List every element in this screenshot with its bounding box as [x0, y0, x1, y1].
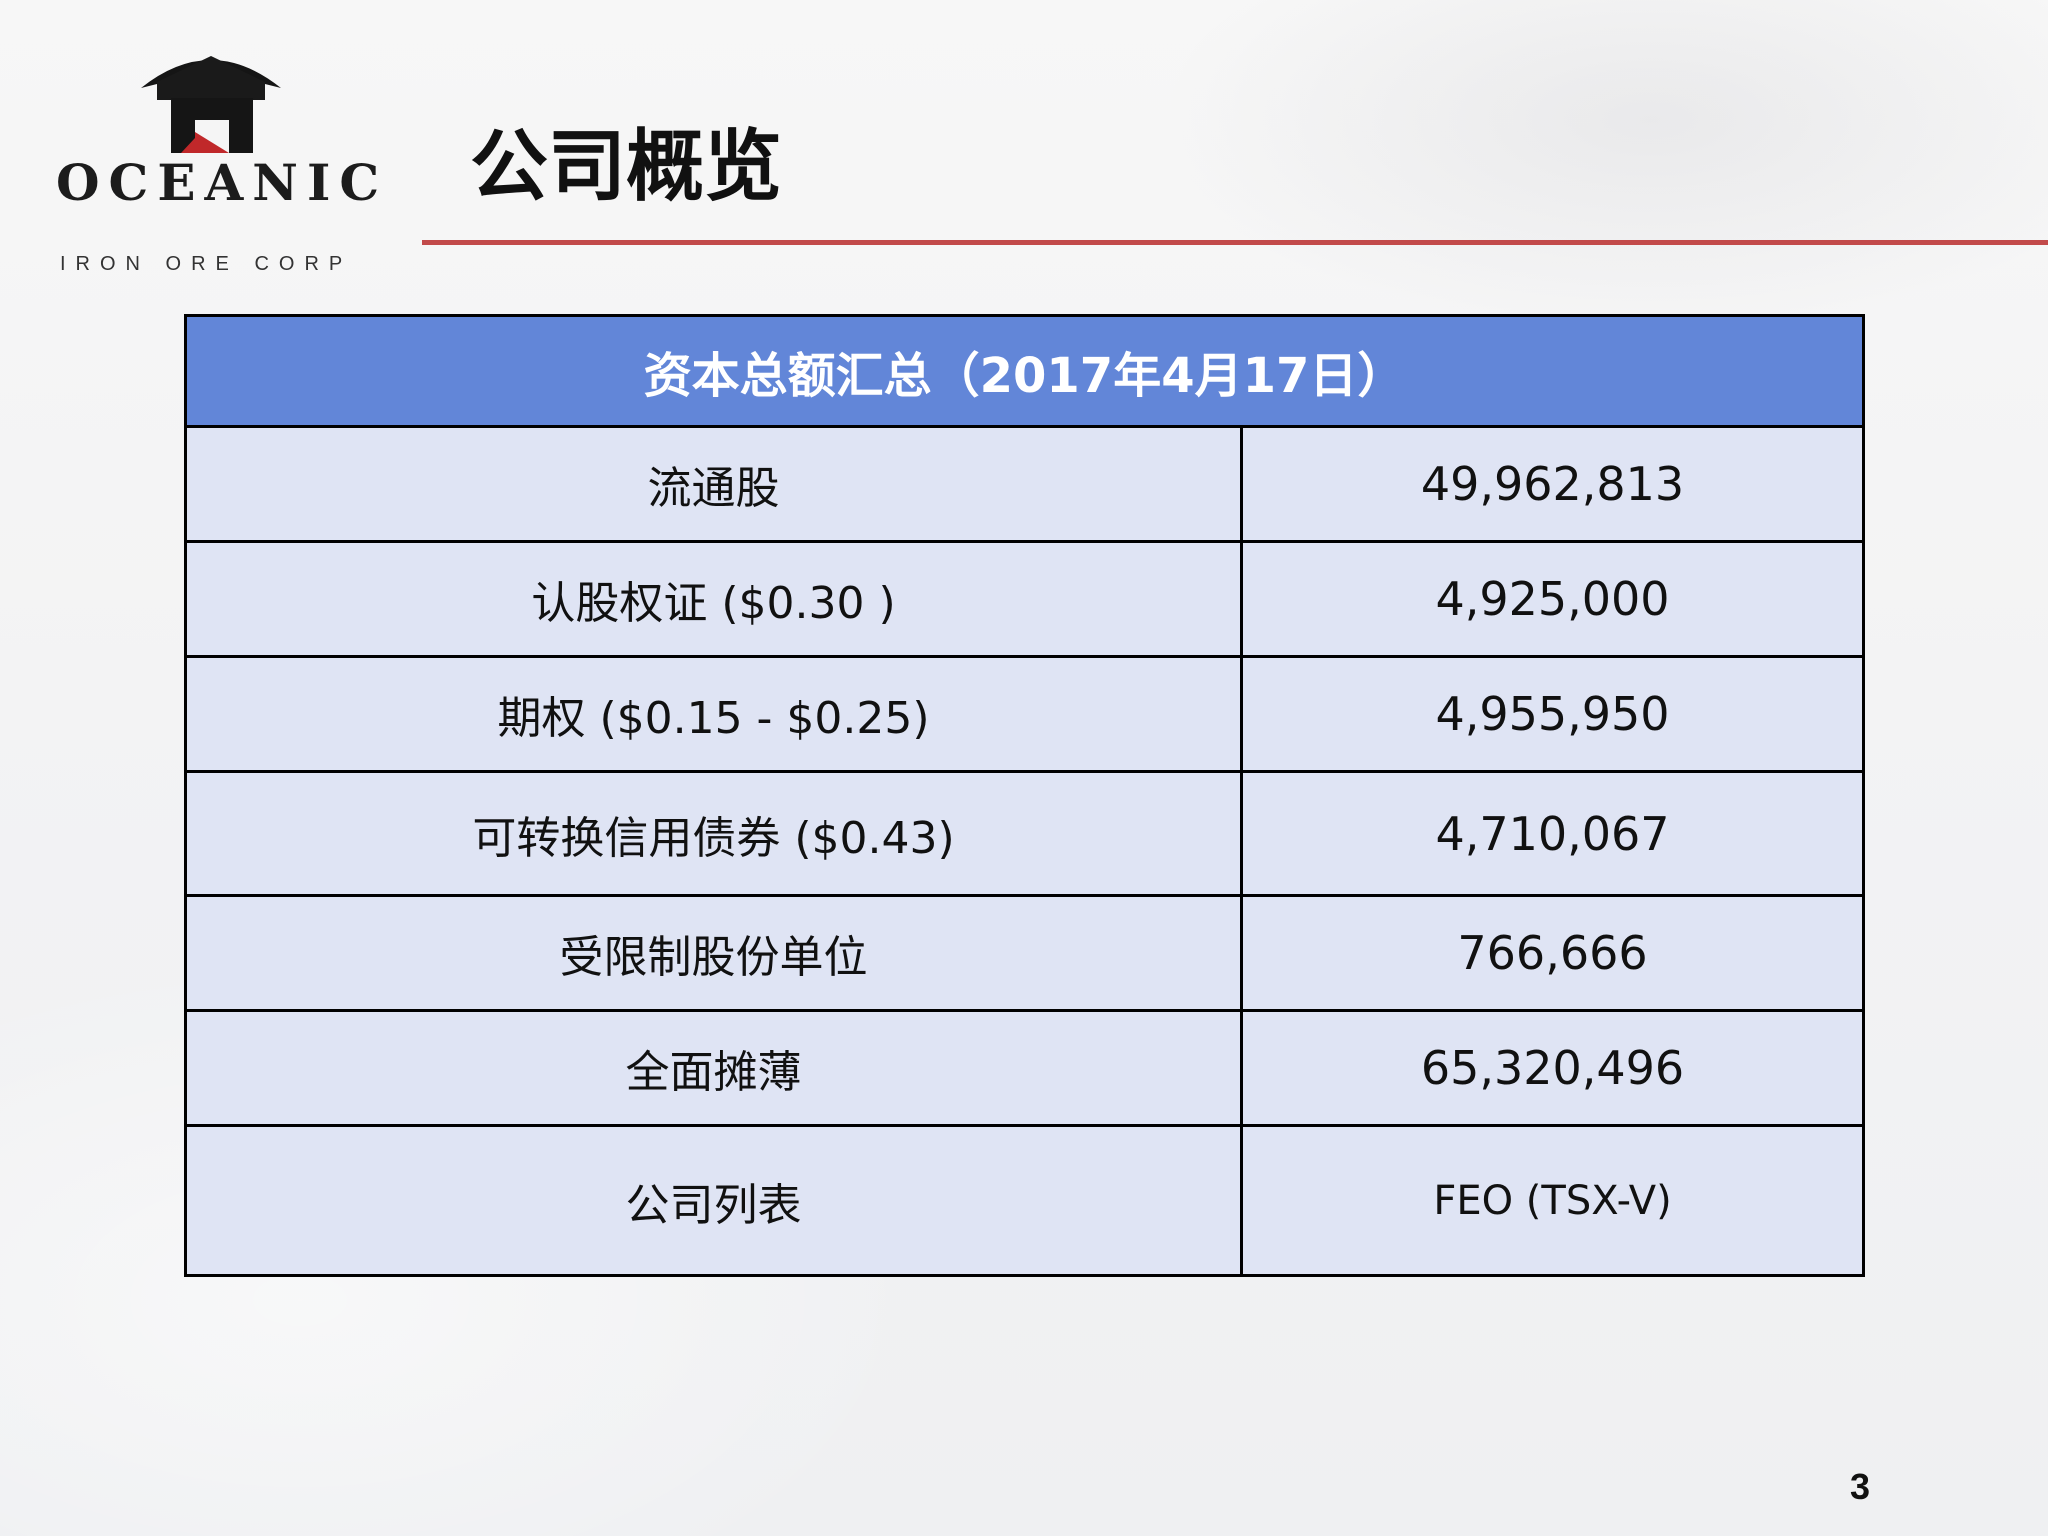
table-row: 全面摊薄 65,320,496 — [184, 1009, 1866, 1127]
row-label: 公司列表 — [184, 1124, 1243, 1277]
row-label: 可转换信用债券 ($0.43) — [184, 770, 1243, 897]
table-header-row: 资本总额汇总（2017年4月17日） — [183, 314, 1866, 428]
title-divider — [422, 240, 2048, 245]
table-row: 可转换信用债券 ($0.43) 4,710,067 — [184, 770, 1866, 897]
row-label: 认股权证 ($0.30 ) — [184, 540, 1243, 658]
row-label: 受限制股份单位 — [184, 894, 1243, 1012]
table-row: 流通股 49,962,813 — [184, 425, 1866, 543]
logo-wordmark: OCEANIC — [56, 153, 389, 212]
row-label: 全面摊薄 — [184, 1009, 1243, 1127]
logo-subtitle: IRON ORE CORP — [60, 253, 353, 275]
row-label: 流通股 — [184, 425, 1243, 543]
row-value: 766,666 — [1239, 894, 1866, 1012]
row-value: 4,925,000 — [1239, 540, 1866, 658]
capitalization-table: 资本总额汇总（2017年4月17日） 流通股 49,962,813 认股权证 (… — [183, 314, 1866, 1277]
table-row: 公司列表 FEO (TSX-V) — [184, 1124, 1866, 1277]
company-logo: OCEANIC IRON ORE CORP — [56, 40, 389, 274]
table-row: 受限制股份单位 766,666 — [184, 894, 1866, 1012]
row-label: 期权 ($0.15 - $0.25) — [184, 655, 1243, 773]
table-row: 期权 ($0.15 - $0.25) 4,955,950 — [184, 655, 1866, 773]
row-value: 4,955,950 — [1239, 655, 1866, 773]
row-value: FEO (TSX-V) — [1239, 1124, 1866, 1277]
table-header: 资本总额汇总（2017年4月17日） — [183, 314, 1866, 428]
table-row: 认股权证 ($0.30 ) 4,925,000 — [184, 540, 1866, 658]
row-value: 49,962,813 — [1239, 425, 1866, 543]
page-title: 公司概览 — [470, 121, 783, 212]
house-logo-icon — [141, 56, 281, 153]
row-value: 65,320,496 — [1239, 1009, 1866, 1127]
row-value: 4,710,067 — [1239, 770, 1866, 897]
page-number: 3 — [1849, 1466, 1870, 1507]
